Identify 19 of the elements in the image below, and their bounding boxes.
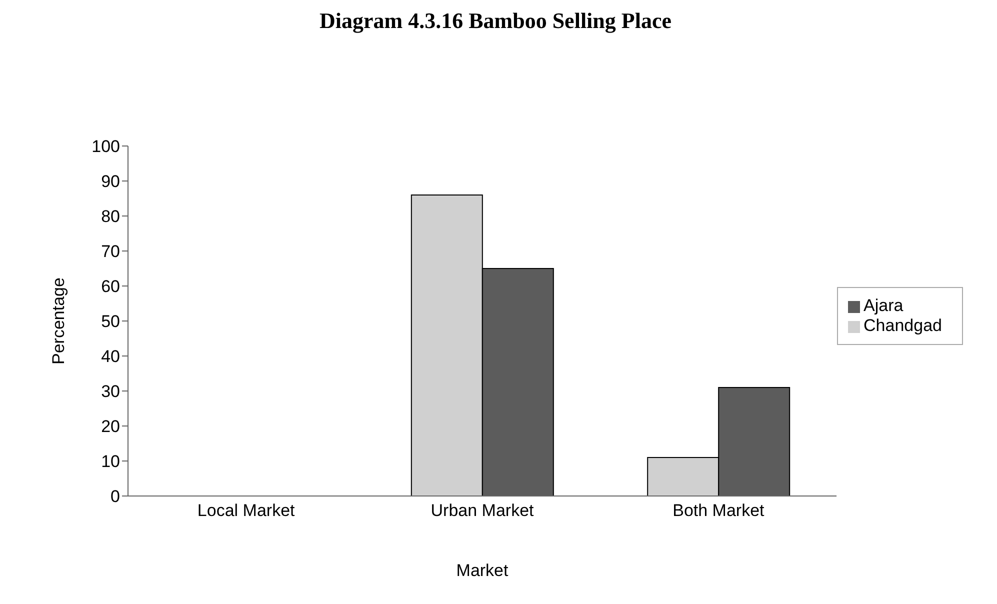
y-tick-label: 40 [101,347,120,366]
y-tick-label: 10 [101,452,120,472]
y-axis-title: Percentage [49,278,68,364]
chart-title: Diagram 4.3.16 Bamboo Selling Place [318,8,672,34]
y-tick-label: 90 [101,172,120,192]
y-tick-label: 80 [101,207,120,226]
x-tick-label: Local Market [197,501,296,520]
y-tick-label: 100 [92,137,120,156]
y-tick-label: 60 [101,277,120,296]
x-tick-label: Urban Market [430,501,534,520]
legend-label: Ajara [864,296,904,315]
y-tick-label: 20 [101,417,120,436]
y-tick-label: 70 [101,242,120,262]
x-tick-label: Both Market [672,501,765,520]
y-tick-label: 0 [110,487,120,506]
y-tick-label: 30 [101,382,120,402]
y-tick-label: 50 [101,312,120,332]
x-axis-title: Market [456,561,509,580]
legend-label: Chandgad [864,316,942,335]
